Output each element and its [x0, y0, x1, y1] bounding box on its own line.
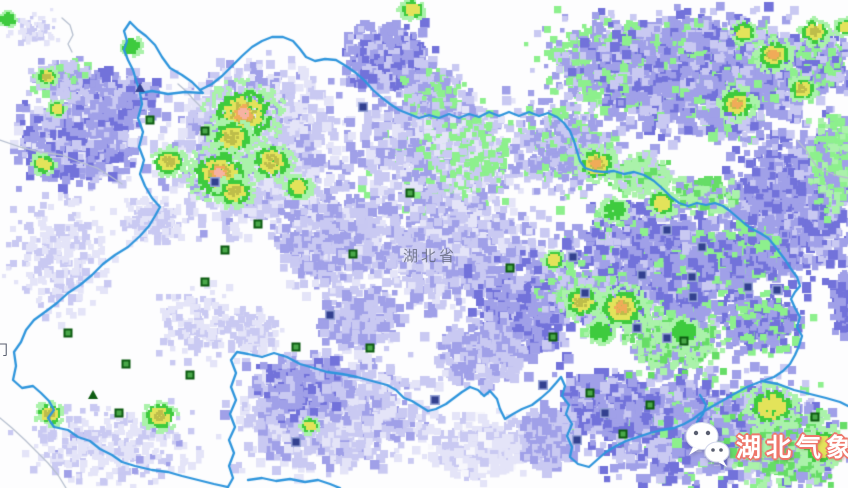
partial-city-label: 门 [0, 343, 8, 359]
watermark: 湖北气象 [684, 420, 848, 472]
watermark-text: 湖北气象 [736, 433, 848, 462]
province-label: 湖北省 [403, 247, 458, 265]
wechat-icon [684, 420, 730, 472]
